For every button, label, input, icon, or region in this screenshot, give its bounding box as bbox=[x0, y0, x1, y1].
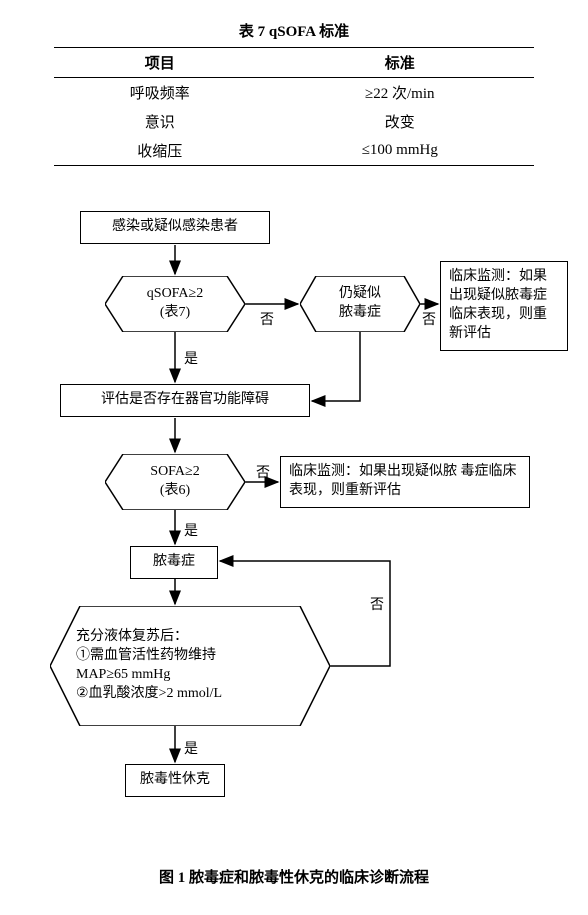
edge-label: 是 bbox=[184, 348, 198, 368]
node-monitor1: 临床监测：如果 出现疑似脓毒症 临床表现，则重 新评估 bbox=[440, 261, 568, 351]
table-row: 意识 改变 bbox=[54, 107, 534, 136]
node-sepsis: 脓毒症 bbox=[130, 546, 218, 579]
table-caption: 表 7 qSOFA 标准 bbox=[20, 20, 568, 41]
figure-caption: 图 1 脓毒症和脓毒性休克的临床诊断流程 bbox=[20, 866, 568, 887]
edge-label: 否 bbox=[422, 309, 436, 329]
node-sofa: SOFA≥2 (表6) bbox=[105, 454, 245, 510]
node-monitor2: 临床监测：如果出现疑似脓 毒症临床表现，则重新评估 bbox=[280, 456, 530, 508]
edge-label: 否 bbox=[256, 462, 270, 482]
table-row: 呼吸频率 ≥22 次/min bbox=[54, 78, 534, 108]
node-suspect: 仍疑似 脓毒症 bbox=[300, 276, 420, 332]
qsofa-table: 项目 标准 呼吸频率 ≥22 次/min 意识 改变 收缩压 ≤100 mmHg bbox=[54, 47, 534, 166]
col-header-0: 项目 bbox=[54, 48, 266, 78]
edge-label: 否 bbox=[260, 309, 274, 329]
table-row: 收缩压 ≤100 mmHg bbox=[54, 136, 534, 166]
edge-label: 否 bbox=[370, 594, 384, 614]
edge-label: 是 bbox=[184, 738, 198, 758]
col-header-1: 标准 bbox=[266, 48, 534, 78]
node-qsofa: qSOFA≥2 (表7) bbox=[105, 276, 245, 332]
node-resus: 充分液体复苏后： ①需血管活性药物维持 MAP≥65 mmHg ②血乳酸浓度>2… bbox=[50, 606, 330, 726]
node-organ: 评估是否存在器官功能障碍 bbox=[60, 384, 310, 417]
flowchart: 感染或疑似感染患者 qSOFA≥2 (表7) 仍疑似 脓毒症 临床监测：如果 出… bbox=[20, 206, 568, 846]
edge-label: 是 bbox=[184, 520, 198, 540]
node-start: 感染或疑似感染患者 bbox=[80, 211, 270, 244]
node-shock: 脓毒性休克 bbox=[125, 764, 225, 797]
